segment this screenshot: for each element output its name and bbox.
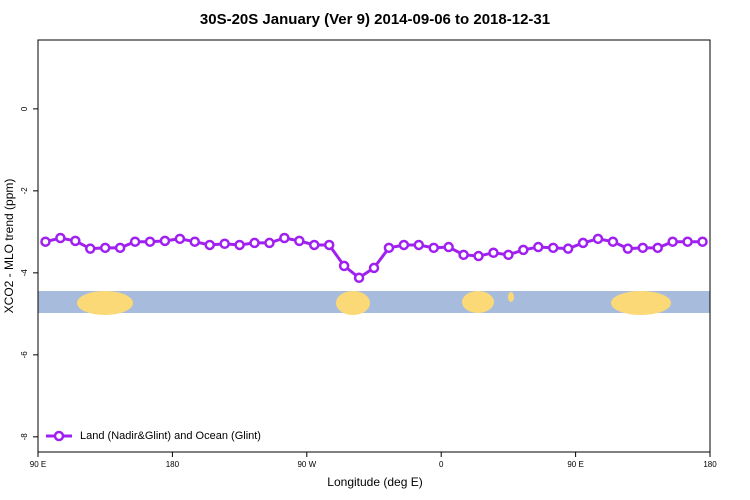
land bbox=[462, 291, 494, 313]
x-tick-label: 0 bbox=[439, 460, 444, 469]
data-point bbox=[368, 262, 380, 274]
data-point bbox=[174, 233, 186, 245]
data-point bbox=[40, 236, 51, 247]
ocean-band bbox=[38, 291, 710, 313]
data-point bbox=[99, 242, 111, 254]
data-point bbox=[592, 233, 604, 245]
y-tick-label: -6 bbox=[20, 351, 29, 359]
data-point bbox=[279, 232, 290, 244]
data-point bbox=[547, 242, 559, 254]
y-tick-label: -8 bbox=[20, 433, 29, 441]
land bbox=[508, 292, 514, 302]
data-point bbox=[458, 249, 469, 261]
x-tick-label: 180 bbox=[166, 460, 180, 469]
data-point bbox=[323, 239, 335, 251]
legend-label: Land (Nadir&Glint) and Ocean (Glint) bbox=[80, 430, 261, 442]
y-tick-label: -4 bbox=[20, 269, 29, 277]
data-point bbox=[413, 239, 425, 251]
data-point bbox=[428, 242, 439, 254]
data-point bbox=[338, 260, 350, 272]
x-tick-label: 90 E bbox=[567, 460, 583, 469]
data-point bbox=[562, 243, 574, 254]
data-point bbox=[309, 239, 320, 251]
data-point bbox=[667, 236, 678, 247]
data-point bbox=[518, 244, 529, 256]
data-point bbox=[652, 242, 663, 254]
data-point bbox=[249, 237, 260, 249]
land bbox=[611, 291, 671, 315]
data-point bbox=[70, 235, 81, 247]
data-point bbox=[204, 239, 215, 251]
data-point bbox=[637, 242, 649, 254]
data-point bbox=[219, 238, 230, 249]
data-point bbox=[622, 243, 634, 254]
plot-frame bbox=[37, 39, 711, 453]
y-axis-label: XCO2 - MLO trend (ppm) bbox=[2, 179, 16, 314]
data-point bbox=[55, 232, 66, 244]
data-point bbox=[129, 236, 141, 247]
data-point bbox=[443, 241, 454, 253]
legend-marker bbox=[53, 430, 65, 442]
data-point bbox=[234, 239, 245, 251]
data-point bbox=[114, 242, 126, 254]
y-tick-label: -2 bbox=[20, 187, 29, 195]
data-point bbox=[697, 236, 708, 247]
land bbox=[336, 291, 370, 315]
data-point bbox=[159, 235, 171, 247]
x-tick-label: 90 W bbox=[297, 460, 316, 469]
data-point bbox=[144, 236, 156, 247]
data-point bbox=[294, 235, 305, 247]
chart-title: 30S-20S January (Ver 9) 2014-09-06 to 20… bbox=[200, 11, 550, 28]
data-point bbox=[607, 236, 619, 247]
data-point bbox=[85, 243, 96, 254]
x-tick-label: 180 bbox=[703, 460, 717, 469]
y-tick-label: 0 bbox=[20, 106, 29, 111]
data-point bbox=[189, 236, 201, 247]
data-point bbox=[533, 241, 544, 253]
land-ocean-map bbox=[38, 291, 710, 315]
x-tick-label: 90 E bbox=[30, 460, 46, 469]
data-point bbox=[488, 247, 499, 259]
data-point bbox=[503, 249, 514, 261]
data-point bbox=[473, 250, 484, 262]
land bbox=[77, 291, 133, 315]
x-axis-label: Longitude (deg E) bbox=[327, 475, 422, 489]
data-point bbox=[398, 239, 410, 251]
data-point bbox=[264, 237, 275, 249]
data-point bbox=[682, 236, 693, 247]
data-point bbox=[353, 272, 365, 284]
data-point bbox=[383, 242, 395, 254]
data-point bbox=[577, 237, 589, 249]
